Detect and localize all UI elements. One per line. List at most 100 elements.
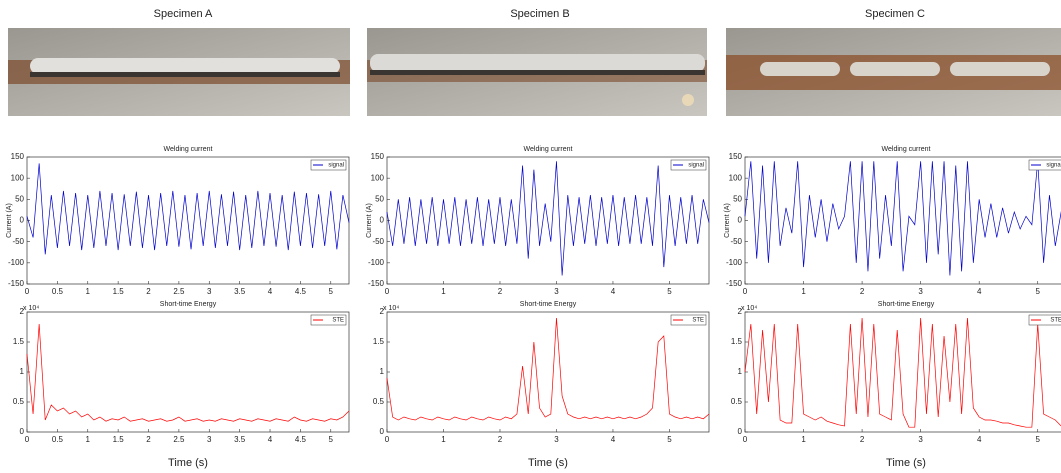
legend-box [310, 159, 347, 171]
y-tick-label: 0.5 [731, 397, 743, 406]
x-tick-label: 1 [86, 435, 91, 444]
y-axis-label: Current (A) [6, 203, 13, 238]
legend-label: signal [1046, 163, 1061, 169]
y-axis-label: Current (A) [366, 203, 373, 238]
y-tick-label: 0.5 [13, 397, 25, 406]
y-tick-label: 1 [380, 367, 385, 376]
y-tick-label: -150 [8, 279, 25, 288]
y-tick-label: -150 [726, 279, 743, 288]
x-tick-label: 3 [207, 435, 212, 444]
signal-line [744, 317, 1061, 428]
x-tick-label: 2 [498, 435, 503, 444]
x-axis-label: Time (s) [886, 457, 926, 469]
signal-line [386, 317, 710, 421]
specimen-label: Specimen A [154, 8, 213, 20]
x-axis-label: Time (s) [528, 457, 568, 469]
y-tick-label: 2 [20, 307, 25, 316]
chart-title: Welding current [164, 146, 213, 153]
x-tick-label: 1 [86, 287, 91, 296]
x-tick-label: 4 [611, 287, 616, 296]
y-tick-label: 100 [371, 173, 385, 182]
x-tick-label: 1 [801, 287, 806, 296]
legend-label: STE [1050, 318, 1061, 324]
y-tick-label: 1 [20, 367, 25, 376]
legend-box [670, 314, 707, 326]
x-tick-label: 1.5 [113, 435, 125, 444]
y-tick-label: -100 [726, 258, 743, 267]
y-tick-label: 50 [375, 194, 384, 203]
photo [726, 28, 1061, 116]
x-tick-label: 3 [554, 435, 559, 444]
x-tick-label: 0 [25, 287, 30, 296]
y-tick-label: 50 [733, 194, 742, 203]
x-tick-label: 0 [385, 435, 390, 444]
x-tick-label: 5 [667, 287, 672, 296]
x-tick-label: 3.5 [234, 435, 246, 444]
x-tick-label: 4.5 [295, 287, 307, 296]
signal-line [386, 161, 710, 276]
y-axis-label: Current (A) [724, 203, 731, 238]
x-tick-label: 0 [385, 287, 390, 296]
y-tick-label: 0 [738, 216, 743, 225]
x-axis-label: Time (s) [168, 457, 208, 469]
x-tick-label: 4 [977, 435, 982, 444]
y-tick-label: -50 [12, 237, 24, 246]
y-tick-label: 0 [20, 427, 25, 436]
y-tick-label: 1.5 [731, 337, 743, 346]
y-tick-label: 0 [738, 427, 743, 436]
x-tick-label: 0 [743, 435, 748, 444]
y-tick-label: 150 [371, 152, 385, 161]
legend-label: signal [328, 163, 344, 169]
x-tick-label: 5 [1036, 287, 1041, 296]
y-tick-label: 0 [380, 216, 385, 225]
y-tick-label: 100 [11, 173, 25, 182]
y-tick-label: 50 [15, 194, 24, 203]
x-tick-label: 0 [25, 435, 30, 444]
y-tick-label: 100 [729, 173, 743, 182]
x-tick-label: 0.5 [52, 435, 64, 444]
x-tick-label: 2 [860, 287, 865, 296]
x-tick-label: 5 [329, 287, 334, 296]
y-tick-label: 1.5 [373, 337, 385, 346]
legend-label: STE [692, 318, 704, 324]
legend-box [1028, 159, 1061, 171]
specimen-label: Specimen B [510, 8, 569, 20]
x-tick-label: 1 [441, 435, 446, 444]
photo [367, 28, 707, 116]
x-tick-label: 2 [498, 287, 503, 296]
x-tick-label: 3 [918, 435, 923, 444]
signal-line [26, 323, 350, 422]
y-multiplier: x 10⁴ [741, 305, 757, 312]
x-tick-label: 4 [268, 435, 273, 444]
x-tick-label: 2 [146, 287, 151, 296]
chart-title: Short-time Energy [520, 301, 577, 308]
y-tick-label: 0 [20, 216, 25, 225]
plot-area [744, 156, 1061, 285]
x-tick-label: 5 [667, 435, 672, 444]
y-tick-label: 1.5 [13, 337, 25, 346]
x-tick-label: 2 [860, 435, 865, 444]
x-tick-label: 4 [611, 435, 616, 444]
x-tick-label: 4 [268, 287, 273, 296]
x-tick-label: 3.5 [234, 287, 246, 296]
chart-title: Welding current [524, 146, 573, 153]
x-tick-label: 3 [554, 287, 559, 296]
signal-line [744, 161, 1061, 276]
x-tick-label: 4 [977, 287, 982, 296]
chart-title: Welding current [882, 146, 931, 153]
x-tick-label: 1 [801, 435, 806, 444]
chart-title: Short-time Energy [878, 301, 935, 308]
legend-label: STE [332, 318, 344, 324]
y-tick-label: 0.5 [373, 397, 385, 406]
legend-box [1028, 314, 1061, 326]
y-tick-label: -50 [372, 237, 384, 246]
plot-area [386, 311, 710, 433]
y-multiplier: x 10⁴ [23, 305, 39, 312]
x-tick-label: 1 [441, 287, 446, 296]
y-tick-label: 150 [11, 152, 25, 161]
x-tick-label: 5 [1036, 435, 1041, 444]
y-tick-label: 2 [380, 307, 385, 316]
plot-area [26, 311, 350, 433]
x-tick-label: 3 [918, 287, 923, 296]
